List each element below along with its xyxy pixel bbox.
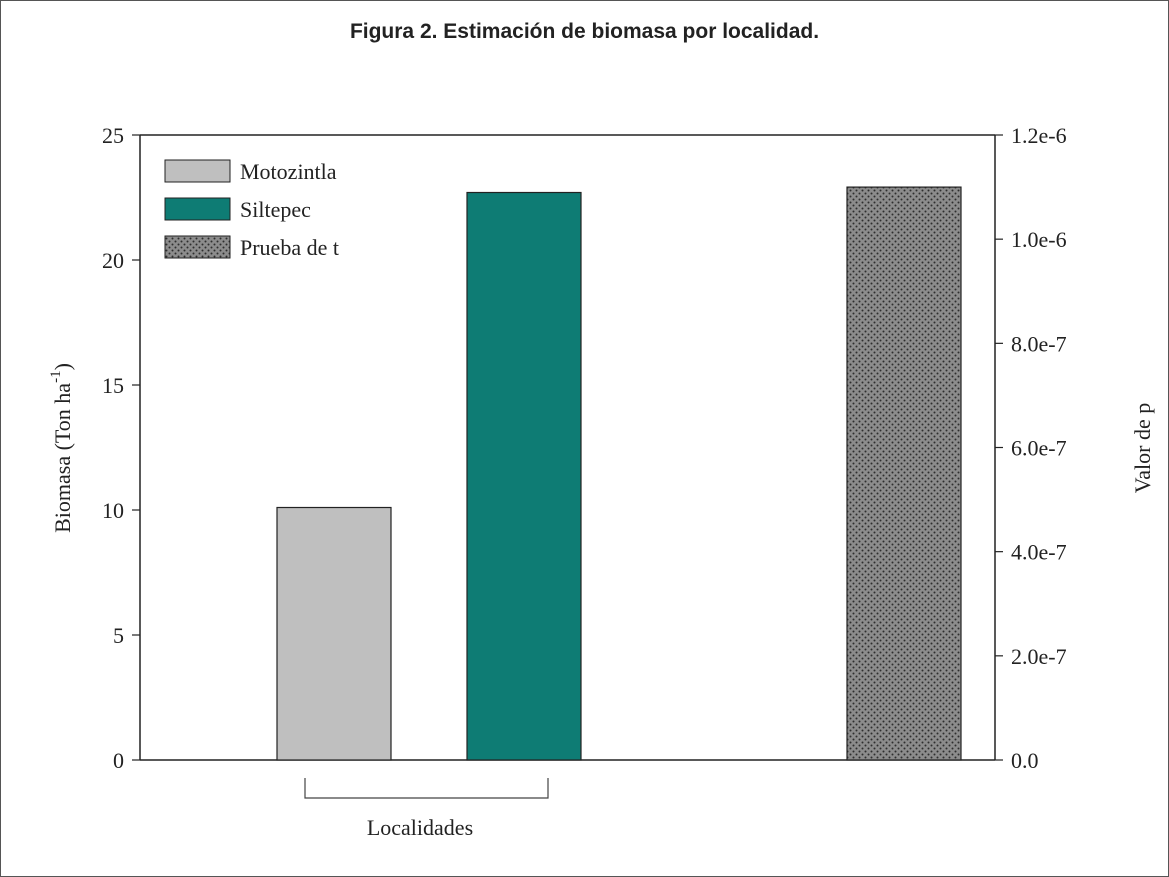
left-tick-label: 20 <box>102 248 124 273</box>
left-axis-ticks: 0 5 10 15 20 25 <box>102 123 140 773</box>
legend-label-siltepec: Siltepec <box>240 197 311 222</box>
left-tick-label: 15 <box>102 373 124 398</box>
legend-label-motozintla: Motozintla <box>240 159 337 184</box>
y-axis-label: Biomasa (Ton ha-1) <box>48 363 75 533</box>
right-axis-ticks: 0.0 2.0e-7 4.0e-7 6.0e-7 8.0e-7 1.0e-6 1.2e-6 <box>995 123 1067 773</box>
right-tick-label: 8.0e-7 <box>1011 331 1067 356</box>
left-tick-label: 0 <box>113 748 124 773</box>
x-axis-label: Localidades <box>367 815 473 840</box>
right-tick-label: 0.0 <box>1011 748 1039 773</box>
legend-swatch-siltepec <box>164 197 231 221</box>
bars <box>276 186 962 761</box>
left-tick-label: 10 <box>102 498 124 523</box>
legend-swatch-prueba-de-t <box>164 235 231 259</box>
x-group-bracket <box>304 778 549 799</box>
left-tick-label: 25 <box>102 123 124 148</box>
legend-swatch-motozintla <box>164 159 231 183</box>
figure-caption: Figura 2. Estimación de biomasa por loca… <box>349 20 820 43</box>
bar-prueba-de-t <box>846 186 962 761</box>
bar-siltepec <box>466 191 582 761</box>
legend: Motozintla Siltepec Prueba de t <box>164 159 339 260</box>
right-tick-label: 1.0e-6 <box>1011 227 1067 252</box>
right-tick-label: 4.0e-7 <box>1011 540 1067 565</box>
y2-axis-label: Valor de p <box>1130 403 1155 493</box>
right-tick-label: 1.2e-6 <box>1011 123 1067 148</box>
left-tick-label: 5 <box>113 623 124 648</box>
bar-motozintla <box>276 506 392 761</box>
legend-label-prueba-de-t: Prueba de t <box>240 235 339 260</box>
right-tick-label: 2.0e-7 <box>1011 644 1067 669</box>
right-tick-label: 6.0e-7 <box>1011 436 1067 461</box>
